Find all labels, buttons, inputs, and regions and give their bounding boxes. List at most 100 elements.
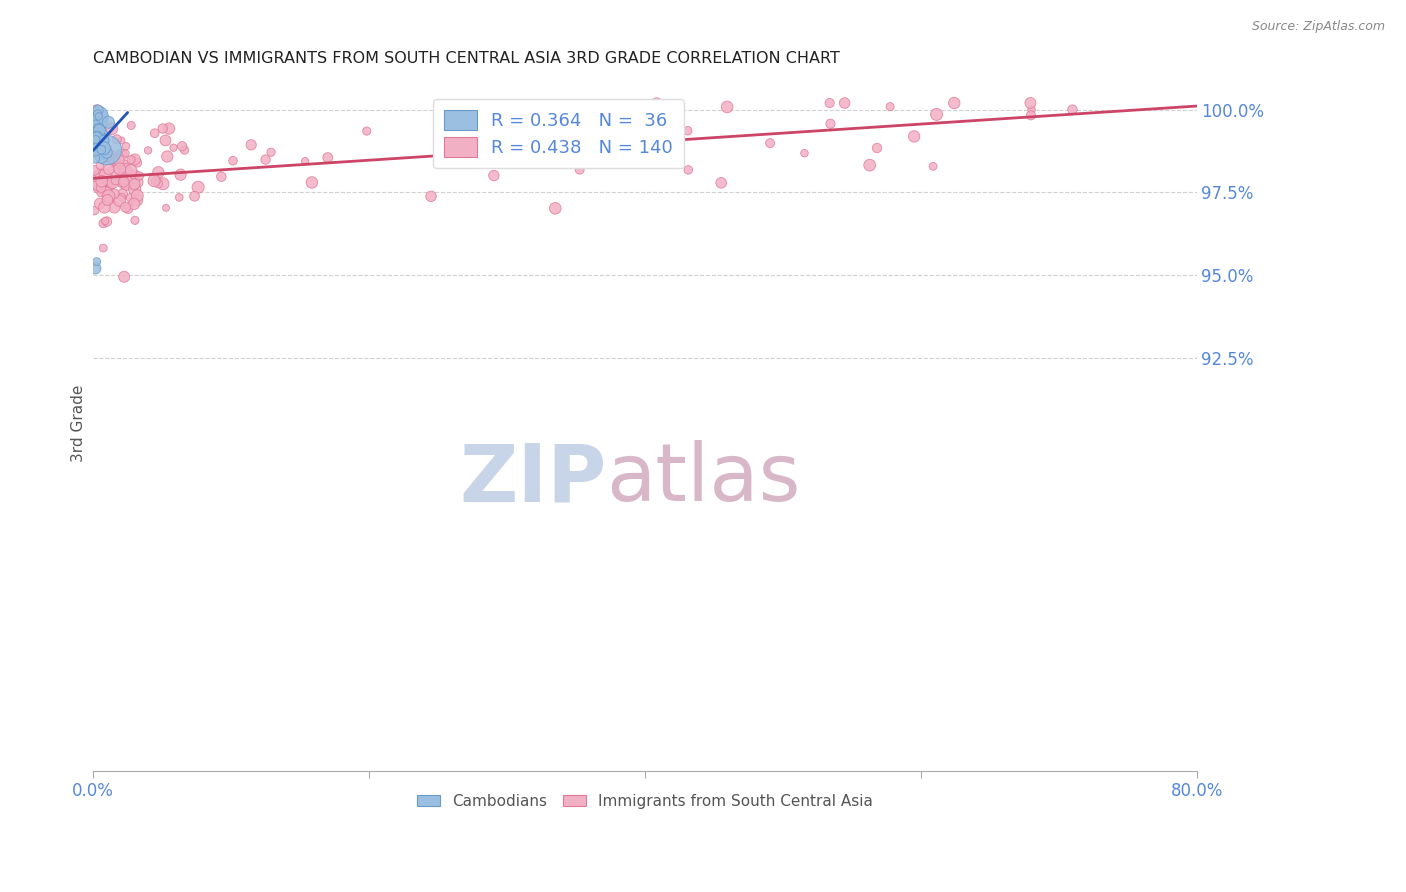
- Point: [96, 214, 118, 228]
- Point: [107, 160, 129, 174]
- Point: [93, 149, 115, 163]
- Point: [87, 133, 110, 147]
- Point: [87, 109, 110, 123]
- Point: [124, 177, 146, 191]
- Point: [86, 112, 108, 127]
- Point: [83, 126, 105, 140]
- Point: [156, 149, 179, 163]
- Point: [103, 164, 125, 178]
- Point: [87, 139, 110, 153]
- Point: [97, 193, 120, 207]
- Point: [90, 180, 112, 194]
- Point: [1062, 103, 1084, 117]
- Point: [103, 201, 125, 215]
- Point: [87, 131, 110, 145]
- Point: [162, 141, 184, 155]
- Point: [84, 125, 107, 139]
- Point: [820, 117, 842, 131]
- Point: [110, 171, 132, 186]
- Point: [89, 167, 111, 181]
- Text: Source: ZipAtlas.com: Source: ZipAtlas.com: [1251, 20, 1385, 33]
- Point: [943, 95, 966, 110]
- Point: [122, 178, 145, 193]
- Point: [89, 126, 111, 140]
- Point: [112, 159, 135, 173]
- Point: [97, 162, 120, 177]
- Point: [93, 216, 115, 230]
- Point: [173, 143, 195, 157]
- Point: [97, 115, 120, 129]
- Text: CAMBODIAN VS IMMIGRANTS FROM SOUTH CENTRAL ASIA 3RD GRADE CORRELATION CHART: CAMBODIAN VS IMMIGRANTS FROM SOUTH CENTR…: [93, 51, 839, 66]
- Point: [86, 178, 108, 192]
- Point: [89, 123, 111, 137]
- Point: [114, 200, 136, 214]
- Point: [89, 130, 111, 145]
- Point: [115, 162, 138, 177]
- Point: [114, 171, 136, 186]
- Point: [716, 100, 738, 114]
- Point: [84, 261, 107, 276]
- Point: [111, 171, 134, 186]
- Point: [148, 177, 170, 191]
- Text: atlas: atlas: [606, 440, 800, 518]
- Point: [96, 193, 118, 207]
- Point: [127, 155, 149, 169]
- Point: [83, 203, 105, 218]
- Point: [489, 142, 512, 156]
- Point: [167, 190, 190, 204]
- Point: [879, 100, 901, 114]
- Point: [86, 143, 108, 157]
- Point: [143, 174, 166, 188]
- Point: [478, 100, 501, 114]
- Point: [87, 122, 110, 136]
- Point: [87, 109, 110, 123]
- Point: [254, 153, 277, 167]
- Point: [84, 132, 107, 146]
- Point: [86, 135, 108, 149]
- Point: [222, 153, 245, 168]
- Text: ZIP: ZIP: [458, 440, 606, 518]
- Point: [86, 130, 108, 145]
- Point: [104, 173, 127, 187]
- Point: [86, 103, 108, 118]
- Point: [107, 153, 129, 167]
- Point: [544, 202, 567, 216]
- Point: [97, 175, 120, 189]
- Point: [124, 213, 146, 227]
- Point: [155, 133, 177, 147]
- Point: [111, 164, 134, 178]
- Point: [145, 174, 167, 188]
- Point: [84, 133, 107, 147]
- Point: [112, 174, 135, 188]
- Point: [120, 119, 142, 133]
- Point: [100, 121, 122, 136]
- Point: [115, 178, 138, 193]
- Point: [90, 174, 112, 188]
- Point: [793, 146, 815, 161]
- Point: [209, 169, 232, 184]
- Point: [172, 139, 194, 153]
- Point: [97, 189, 120, 203]
- Point: [96, 143, 118, 157]
- Point: [482, 169, 505, 183]
- Point: [593, 127, 616, 141]
- Point: [124, 168, 146, 182]
- Point: [83, 163, 105, 178]
- Point: [1021, 103, 1043, 117]
- Point: [86, 130, 108, 145]
- Point: [121, 152, 143, 166]
- Point: [90, 150, 112, 164]
- Point: [96, 175, 118, 189]
- Point: [120, 153, 142, 167]
- Point: [124, 153, 146, 167]
- Point: [1019, 108, 1042, 122]
- Point: [90, 186, 112, 201]
- Point: [127, 188, 149, 202]
- Point: [1019, 95, 1042, 110]
- Point: [86, 139, 108, 153]
- Point: [111, 186, 134, 201]
- Point: [105, 132, 128, 146]
- Point: [925, 107, 948, 121]
- Point: [183, 189, 205, 203]
- Point: [157, 121, 180, 136]
